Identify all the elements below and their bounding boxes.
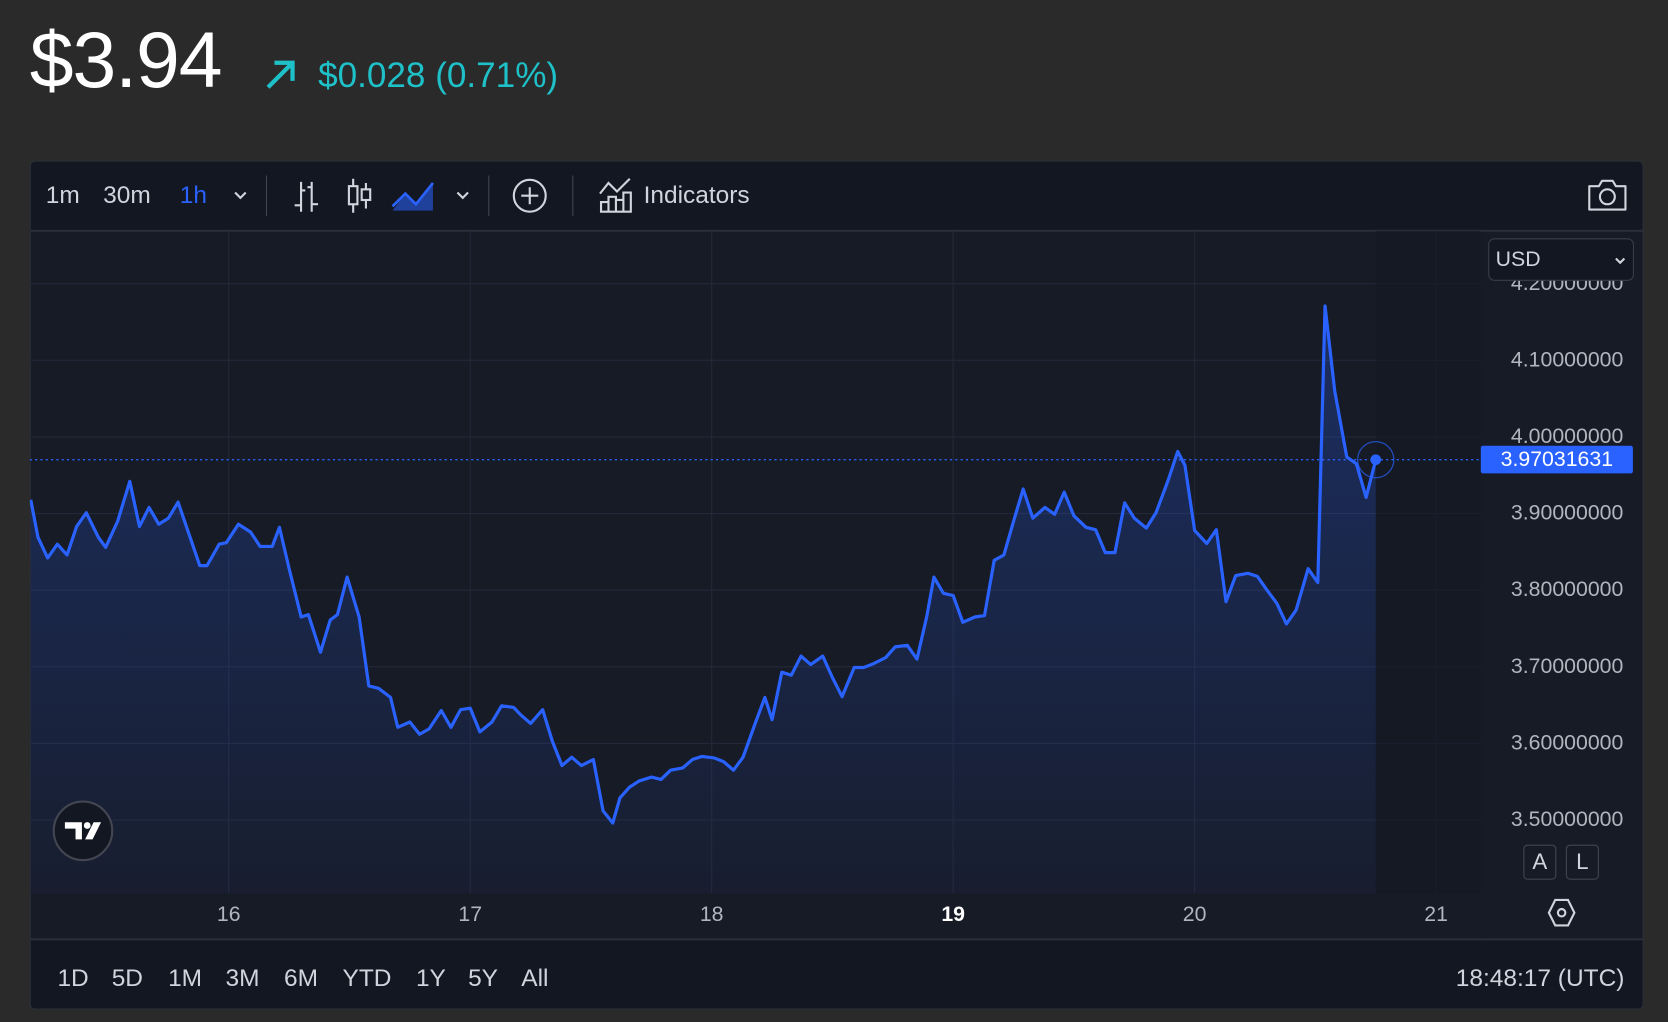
y-tick-label: 4.10000000 [1510, 348, 1624, 372]
indicators-button[interactable]: Indicators [598, 177, 768, 215]
y-tick-label: 3.60000000 [1510, 731, 1624, 755]
y-tick-label: 3.70000000 [1510, 654, 1624, 678]
last-price-label: 3.97031631 [1480, 445, 1633, 474]
y-tick-label: 3.80000000 [1510, 577, 1624, 602]
indicators-icon [599, 177, 632, 213]
last-point-halo [1357, 440, 1395, 479]
price-axis[interactable] [1481, 231, 1643, 939]
last-point-marker [1370, 454, 1382, 466]
interval-1m[interactable]: 1m [45, 180, 80, 209]
future-region [1375, 230, 1481, 894]
chevron-down-icon [1615, 257, 1626, 265]
y-tick-label: 3.90000000 [1510, 501, 1624, 525]
camera-screenshot-icon[interactable] [1587, 178, 1627, 212]
area-chart-type-icon[interactable] [390, 179, 435, 213]
auto-scale-button[interactable]: A [1523, 844, 1557, 880]
x-tick-label: 18 [699, 903, 724, 927]
range-3m[interactable]: 3M [225, 963, 260, 992]
price-change: $0.028 (0.71%) [318, 55, 559, 95]
range-6m[interactable]: 6M [284, 963, 319, 992]
range-1y[interactable]: 1Y [415, 963, 446, 992]
utc-clock: 18:48:17 (UTC) [1455, 963, 1625, 992]
indicators-label: Indicators [643, 180, 750, 209]
add-compare-plus-icon[interactable] [512, 178, 548, 214]
x-tick-label: 16 [216, 903, 241, 927]
divider [488, 175, 490, 216]
candle-chart-type-icon[interactable] [346, 177, 374, 215]
bar-chart-type-icon[interactable] [290, 179, 322, 215]
y-tick-label: 4.00000000 [1510, 424, 1624, 449]
interval-30m[interactable]: 30m [103, 180, 151, 209]
range-5y[interactable]: 5Y [468, 963, 498, 992]
chart-type-chevron-down-icon[interactable] [454, 189, 471, 202]
current-price: $3.94 [29, 15, 223, 105]
range-5d[interactable]: 5D [111, 963, 143, 992]
range-bar: 1D 5D 1M 3M 6M YTD 1Y 5Y All 18:48:17 (U… [30, 938, 1643, 1009]
chart-toolbar: 1m 30m 1h Indicators [30, 161, 1643, 232]
series-line [29, 304, 1378, 825]
series-area-fill [30, 305, 1376, 894]
tradingview-logo[interactable] [52, 800, 114, 862]
range-1d[interactable]: 1D [57, 963, 89, 992]
currency-value: USD [1495, 247, 1541, 272]
price-chart[interactable] [29, 230, 1481, 894]
chart-settings-icon[interactable] [1547, 897, 1577, 929]
divider [572, 175, 574, 216]
arrow-up-right-icon [266, 60, 295, 89]
y-tick-label: 3.50000000 [1510, 807, 1624, 832]
x-tick-label: 21 [1424, 903, 1448, 927]
x-tick-label: 20 [1182, 903, 1207, 927]
x-tick-label: 17 [458, 903, 483, 927]
x-tick-label: 19 [941, 903, 965, 927]
range-all[interactable]: All [521, 963, 549, 992]
range-1m[interactable]: 1M [168, 963, 203, 992]
log-scale-button[interactable]: L [1565, 844, 1599, 880]
interval-1h[interactable]: 1h [179, 180, 208, 209]
interval-chevron-down-icon[interactable] [232, 189, 249, 202]
divider [265, 175, 268, 216]
range-ytd[interactable]: YTD [342, 963, 392, 992]
currency-select[interactable]: USD [1488, 238, 1634, 281]
